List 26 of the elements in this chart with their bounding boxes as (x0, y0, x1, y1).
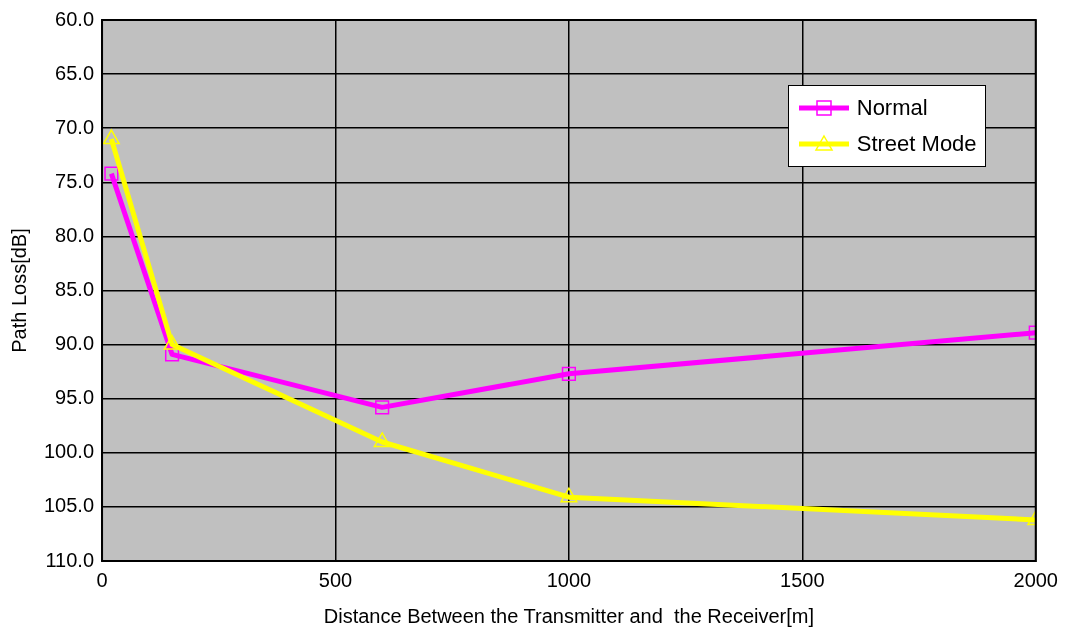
y-tick-label: 90.0 (55, 332, 95, 355)
x-tick-label: 1500 (780, 568, 825, 591)
y-tick-label: 70.0 (55, 115, 95, 138)
y-tick-label: 80.0 (55, 223, 95, 246)
point (561, 366, 577, 381)
point (560, 487, 578, 503)
point (375, 400, 390, 415)
y-tick-label: 75.0 (55, 169, 95, 192)
x-tick-label: 0 (96, 568, 108, 591)
y-axis-title: Path Loss[dB] (7, 228, 30, 353)
y-tick-label: 100.0 (43, 440, 95, 463)
y-tick-label: 105.0 (43, 494, 95, 517)
legend-label: Normal (856, 95, 928, 121)
y-tick-label: 60.0 (55, 7, 95, 30)
point (163, 334, 181, 350)
x-axis-title: Distance Between the Transmitter and the Receiver[m] (323, 604, 815, 627)
x-tick-label: 2000 (1013, 568, 1058, 591)
legend-label: Street Mode (856, 131, 977, 157)
y-tick-label: 95.0 (55, 386, 95, 409)
x-tick-label: 500 (318, 568, 353, 591)
x-tick-label: 1000 (546, 568, 592, 591)
point (104, 166, 119, 181)
point (373, 432, 391, 448)
y-tick-label: 65.0 (55, 61, 95, 84)
y-tick-label: 85.0 (55, 278, 95, 301)
y-tick-label: 110.0 (45, 548, 95, 571)
